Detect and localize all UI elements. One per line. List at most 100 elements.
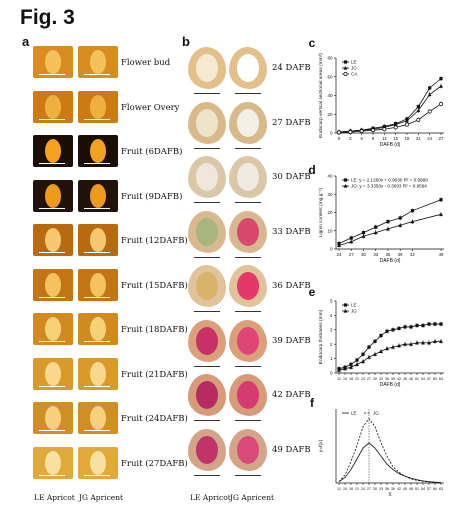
chart-e-point — [367, 345, 371, 349]
panel-b-row-label: 36 DAFB — [272, 281, 311, 291]
panel-b-caption: LE Apricot — [190, 493, 231, 502]
chart-d-xtick-label: 30 — [361, 252, 366, 257]
panel-b-seed-jg — [229, 265, 267, 312]
panel-b-row-label: 30 DAFB — [272, 172, 311, 182]
panel-a-photo-jg — [78, 357, 118, 390]
chart-f-xtick-label: 21 — [355, 487, 359, 491]
panel-a-row-label: Fruit (15DAFB) — [121, 280, 188, 291]
chart-d-xtick-label: 39 — [398, 252, 403, 257]
chart-d-series-line — [338, 199, 442, 244]
chart-c-point — [393, 122, 398, 127]
chart-d-xtick-label: 33 — [373, 252, 378, 257]
chart-c-legend-label: LE — [351, 60, 357, 65]
chart-c-point — [382, 127, 387, 132]
chart-c-point — [405, 117, 409, 121]
panel-a-photo-jg — [78, 90, 118, 123]
chart-e-point — [379, 349, 383, 353]
chart-c-point — [416, 105, 420, 109]
panel-b-seed-le — [188, 47, 226, 94]
chart-e-ytick-label: 2 — [330, 342, 333, 347]
chart-e-xtick-label: 48 — [409, 377, 413, 381]
chart-c-point — [427, 92, 432, 97]
chart-f-xtick-label: 42 — [397, 487, 401, 491]
chart-e-xtick-label: 51 — [415, 377, 419, 381]
chart-e-point — [385, 346, 389, 351]
chart-d-xtick-label: 36 — [386, 252, 391, 257]
panel-a-letter: a — [22, 34, 30, 49]
panel-a-photo-le — [33, 135, 73, 167]
chart-e-point — [361, 359, 365, 364]
chart-e-series-line — [338, 340, 441, 371]
chart-d-point — [361, 234, 366, 238]
chart-d-xtick-label: 27 — [349, 252, 354, 257]
chart-e-ytick-label: 1 — [330, 356, 333, 361]
chart-d-point — [386, 220, 390, 224]
chart-e-point — [343, 366, 347, 371]
chart-d-xlabel: DAFB (d) — [380, 258, 401, 264]
chart-d-ylabel: Lignin content (mg.g⁻¹) — [318, 188, 324, 238]
chart-d-point — [398, 223, 403, 227]
panel-a-photo-jg — [78, 224, 118, 256]
chart-e-point — [427, 340, 431, 345]
panel-a-photo-le — [33, 90, 73, 123]
chart-e-xtick-label: 21 — [355, 377, 359, 381]
chart-d-point — [374, 225, 378, 229]
chart-e-xtick-label: 39 — [391, 377, 395, 381]
chart-f-ylabel: y=f(x) — [318, 440, 324, 453]
panel-f-letter: f — [310, 396, 315, 410]
chart-c-xtick-label: 18 — [405, 136, 410, 141]
chart-e-point — [391, 328, 395, 332]
chart-c-point — [371, 127, 375, 131]
panel-a-caption: JG Apricent — [79, 493, 124, 502]
chart-e-point — [409, 342, 413, 346]
chart-f-xtick-label: 48 — [409, 487, 413, 491]
chart-e-legend-marker — [343, 303, 348, 307]
panel-a-row-label: Flower bud — [121, 58, 171, 68]
chart-f-xtick-label: 30 — [373, 487, 377, 491]
chart-e-point — [397, 343, 401, 348]
panel-a-photo-le — [33, 179, 73, 212]
chart-f-xtick-label: 36 — [385, 487, 389, 491]
chart-c-legend-label: JG — [351, 66, 357, 71]
chart-e-point — [373, 352, 377, 356]
chart-f-xtick-label: 51 — [415, 487, 419, 491]
chart-c-point — [371, 128, 375, 133]
chart-e-point — [433, 322, 437, 326]
chart-e-xtick-label: 54 — [421, 377, 425, 381]
chart-d-point — [373, 230, 378, 235]
chart-e-point — [367, 355, 371, 359]
chart-c-ytick-label: 20 — [327, 112, 333, 117]
panel-a-photo-jg — [78, 446, 118, 479]
chart-c-xtick-label: 9 — [372, 136, 375, 141]
panel-b-seed-le — [188, 265, 226, 312]
chart-c-point — [348, 129, 353, 133]
panel-b-seed-jg — [229, 319, 267, 367]
chart-e-xtick-label: 42 — [397, 377, 401, 381]
chart-c-ytick-label: 40 — [327, 93, 333, 98]
chart-d-ytick-label: 40 — [327, 174, 333, 179]
chart-c-point — [393, 125, 398, 130]
chart-d-point — [439, 198, 443, 202]
panel-b-seed-jg — [229, 374, 267, 421]
chart-c-xtick-label: 3 — [349, 136, 352, 141]
panel-a-photo-jg — [78, 46, 118, 78]
chart-c-xtick-label: 15 — [393, 136, 398, 141]
panel-a-photo-le — [33, 313, 73, 345]
chart-f-xtick-label: 60 — [433, 487, 437, 491]
chart-d-ytick-label: 20 — [327, 210, 333, 215]
panel-a-photo-le — [33, 402, 73, 434]
panel-b-seed-le — [188, 428, 226, 476]
chart-c-point — [439, 77, 443, 81]
chart-d-xtick-label: 24 — [337, 252, 342, 257]
chart-d-xtick-label: 49 — [439, 252, 444, 257]
chart-f-xtick-label: 57 — [427, 487, 431, 491]
chart-c-point — [394, 122, 398, 126]
chart-e-point — [379, 333, 383, 338]
chart-c-ylabel: Endocarp vertical sectional areas (mm²) — [318, 53, 324, 138]
panel-b-caption: JG Apricent — [230, 493, 275, 502]
chart-c-point — [439, 101, 443, 106]
chart-c-point — [337, 130, 341, 134]
chart-c-point — [371, 126, 375, 130]
chart-c-legend-marker — [343, 72, 348, 76]
chart-c-point — [382, 125, 387, 129]
